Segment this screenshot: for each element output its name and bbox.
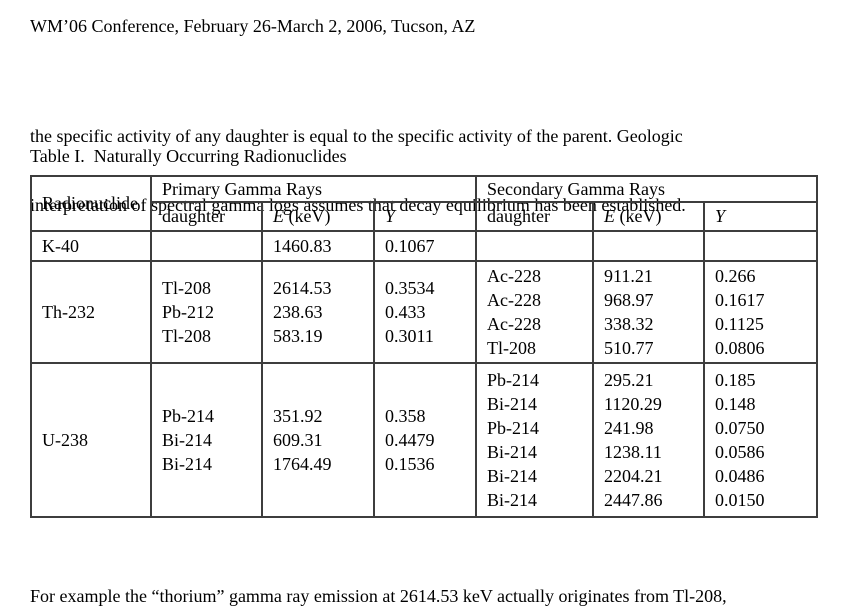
intro-line-1: the specific activity of any daughter is…: [30, 126, 683, 146]
primary-yield-cell: 0.1067: [372, 230, 478, 262]
energy-value: 241.98: [604, 418, 654, 438]
daughter-value: Bi-214: [487, 466, 538, 486]
yield-value: 0.0586: [715, 442, 765, 462]
yield-value: 0.433: [385, 302, 426, 322]
yield-symbol-italic: Y: [385, 206, 396, 226]
table-row-u238: U-238 Pb-214 Bi-214 Bi-214 351.92 609.31…: [30, 362, 819, 518]
yield-value: 0.3534: [385, 278, 435, 298]
daughter-value: Pb-214: [487, 370, 540, 390]
conference-header: WM’06 Conference, February 26-March 2, 2…: [30, 16, 476, 36]
yield-value: 0.1617: [715, 290, 765, 310]
primary-daughter-cell: Tl-208 Pb-212 Tl-208: [150, 260, 263, 364]
energy-value: 338.32: [604, 314, 654, 334]
daughter-value: Tl-208: [162, 278, 211, 298]
primary-daughter-header: daughter: [150, 201, 263, 232]
radionuclide-column-header: Radionuclide: [30, 175, 152, 232]
energy-value: 1238.11: [604, 442, 662, 462]
daughter-value: Ac-228: [487, 290, 542, 310]
daughter-value: Bi-214: [162, 430, 213, 450]
secondary-gamma-rays-header: Secondary Gamma Rays: [475, 175, 819, 203]
yield-symbol-italic: Y: [715, 206, 726, 226]
primary-yield-cell: 0.3534 0.433 0.3011: [372, 260, 478, 364]
daughter-value: Bi-214: [487, 442, 538, 462]
secondary-daughter-cell: [475, 230, 595, 262]
energy-unit: (keV): [284, 206, 331, 226]
yield-value: 0.185: [715, 370, 756, 390]
table-row-th232: Th-232 Tl-208 Pb-212 Tl-208 2614.53 238.…: [30, 260, 819, 364]
yield-value: 0.148: [715, 394, 756, 414]
primary-gamma-rays-header: Primary Gamma Rays: [149, 175, 478, 203]
energy-value: 1120.29: [604, 394, 662, 414]
yield-value: 0.1536: [385, 454, 435, 474]
daughter-value: Bi-214: [487, 490, 538, 510]
radionuclide-cell: Th-232: [30, 260, 152, 364]
secondary-daughter-header: daughter: [475, 201, 595, 232]
primary-daughter-cell: [150, 230, 263, 262]
energy-value: 583.19: [273, 326, 323, 346]
yield-value: 0.0806: [715, 338, 765, 358]
energy-value: 2614.53: [273, 278, 332, 298]
secondary-yield-cell: [703, 230, 819, 262]
radionuclide-cell: K-40: [30, 230, 152, 262]
secondary-daughter-cell: Pb-214 Bi-214 Pb-214 Bi-214 Bi-214 Bi-21…: [475, 362, 595, 518]
energy-value: 1764.49: [273, 454, 332, 474]
example-paragraph: For example the “thorium” gamma ray emis…: [30, 539, 727, 608]
energy-value: 2204.21: [604, 466, 663, 486]
primary-energy-cell: 351.92 609.31 1764.49: [261, 362, 375, 518]
yield-value: 0.0486: [715, 466, 765, 486]
energy-symbol-italic: E: [273, 206, 284, 226]
primary-daughter-cell: Pb-214 Bi-214 Bi-214: [150, 362, 263, 518]
radionuclides-table: Radionuclide Primary Gamma Rays Secondar…: [30, 175, 819, 518]
daughter-value: Bi-214: [162, 454, 213, 474]
daughter-value: Ac-228: [487, 314, 542, 334]
energy-value: 911.21: [604, 266, 653, 286]
daughter-value: Pb-212: [162, 302, 215, 322]
primary-energy-cell: 1460.83: [261, 230, 375, 262]
table-caption: Table I. Naturally Occurring Radionuclid…: [30, 146, 347, 166]
energy-value: 609.31: [273, 430, 323, 450]
yield-value: 0.4479: [385, 430, 435, 450]
energy-value: 295.21: [604, 370, 654, 390]
primary-energy-header: E (keV): [261, 201, 375, 232]
yield-value: 0.358: [385, 406, 426, 426]
primary-yield-header: Y: [372, 201, 478, 232]
yield-value: 0.3011: [385, 326, 434, 346]
secondary-yield-cell: 0.185 0.148 0.0750 0.0586 0.0486 0.0150: [703, 362, 819, 518]
primary-energy-cell: 2614.53 238.63 583.19: [261, 260, 375, 364]
daughter-value: Bi-214: [487, 394, 538, 414]
radionuclide-cell: U-238: [30, 362, 152, 518]
primary-yield-cell: 0.358 0.4479 0.1536: [372, 362, 478, 518]
yield-value: 0.0750: [715, 418, 765, 438]
example-line-1: For example the “thorium” gamma ray emis…: [30, 586, 727, 606]
secondary-energy-cell: 295.21 1120.29 241.98 1238.11 2204.21 24…: [592, 362, 706, 518]
daughter-value: Tl-208: [487, 338, 537, 358]
daughter-value: Pb-214: [487, 418, 540, 438]
energy-symbol-italic: E: [604, 206, 616, 226]
secondary-yield-cell: 0.266 0.1617 0.1125 0.0806: [703, 260, 819, 364]
energy-value: 238.63: [273, 302, 323, 322]
daughter-value: Ac-228: [487, 266, 542, 286]
daughter-value: Tl-208: [162, 326, 211, 346]
energy-value: 2447.86: [604, 490, 663, 510]
table-column-header-row: daughter E (keV) Y daughter E (keV) Y: [31, 201, 819, 232]
energy-unit: (keV): [615, 206, 662, 226]
yield-value: 0.1125: [715, 314, 764, 334]
daughter-value: Pb-214: [162, 406, 215, 426]
secondary-energy-header: E (keV): [592, 201, 706, 232]
energy-value: 510.77: [604, 338, 654, 358]
secondary-energy-cell: 911.21 968.97 338.32 510.77: [592, 260, 706, 364]
secondary-yield-header: Y: [703, 201, 819, 232]
table-row-k40: K-40 1460.83 0.1067: [30, 230, 819, 262]
secondary-energy-cell: [592, 230, 706, 262]
secondary-daughter-cell: Ac-228 Ac-228 Ac-228 Tl-208: [475, 260, 595, 364]
energy-value: 351.92: [273, 406, 323, 426]
yield-value: 0.266: [715, 266, 756, 286]
yield-value: 0.0150: [715, 490, 765, 510]
table-group-header-row: Radionuclide Primary Gamma Rays Secondar…: [30, 175, 819, 232]
energy-value: 968.97: [604, 290, 654, 310]
